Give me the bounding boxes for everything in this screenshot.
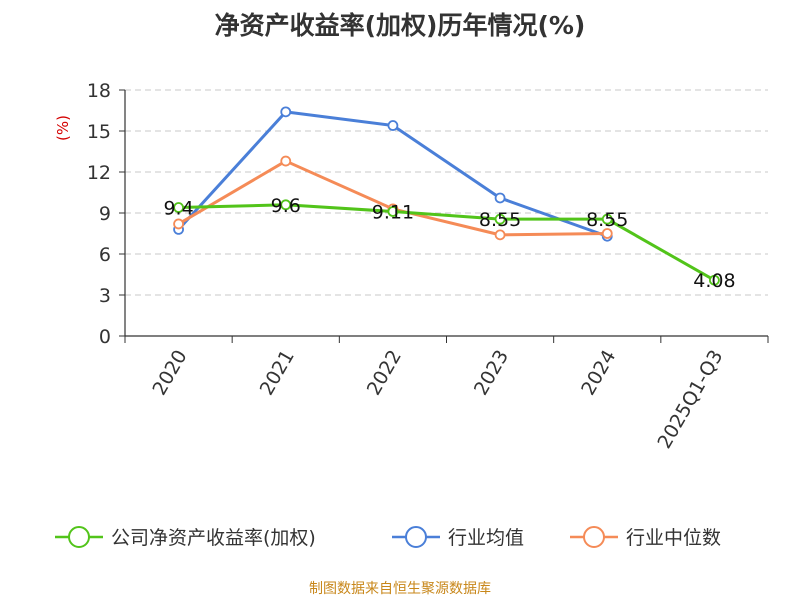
data-label: 9.4: [163, 198, 193, 220]
legend-label: 行业均值: [448, 527, 524, 549]
chart-title: 净资产收益率(加权)历年情况(%): [215, 11, 586, 40]
y-tick-label: 9: [99, 203, 111, 225]
data-label: 9.6: [271, 195, 301, 217]
data-label: 9.11: [372, 201, 414, 223]
y-tick-label: 3: [99, 285, 111, 307]
data-point: [601, 213, 613, 225]
grid-lines: [125, 89, 768, 296]
y-tick-label: 6: [99, 244, 111, 266]
x-tick-label: 2023: [470, 346, 513, 399]
legend[interactable]: 公司净资产收益率(加权) 行业均值 行业中位数: [55, 526, 721, 549]
x-tick-label: 2025Q1-Q3: [653, 346, 727, 452]
source-note: 制图数据来自恒生聚源数据库: [309, 581, 491, 597]
x-tick-label: 2024: [577, 346, 620, 399]
data-point: [280, 155, 292, 167]
data-label: 8.55: [479, 209, 521, 231]
legend-label: 公司净资产收益率(加权): [111, 527, 316, 549]
series-line: [178, 203, 716, 282]
series-0: [173, 199, 720, 286]
data-point: [601, 228, 613, 239]
legend-marker: [68, 526, 90, 548]
legend-marker: [405, 526, 427, 548]
legend-item-0[interactable]: 公司净资产收益率(加权): [55, 526, 316, 549]
y-tick-label: 15: [87, 121, 111, 143]
data-point: [709, 274, 720, 286]
data-point: [173, 202, 184, 213]
legend-item-1[interactable]: 行业均值: [392, 526, 524, 549]
y-tick-label: 0: [99, 326, 111, 348]
data-label: 4.08: [693, 270, 735, 292]
data-point: [387, 206, 399, 217]
legend-marker: [583, 526, 605, 548]
legend-item-2[interactable]: 行业中位数: [570, 526, 721, 549]
data-point: [280, 106, 292, 118]
series-group: [173, 106, 720, 286]
x-ticks: 2020 2021 2022 2023 2024 2025Q1-Q3: [124, 336, 769, 453]
y-ticks: 0 3 6 9 12 15 18: [87, 80, 125, 348]
series-2: [173, 155, 613, 241]
series-line: [177, 159, 608, 237]
y-axis-label: (%): [54, 115, 72, 141]
x-tick-label: 2022: [363, 346, 406, 399]
data-point: [387, 120, 399, 131]
x-tick-label: 2020: [148, 346, 191, 399]
data-labels: 9.4 9.6 9.11 8.55 8.55 4.08: [163, 195, 735, 292]
data-point: [494, 213, 506, 225]
data-label: 8.55: [586, 209, 628, 231]
data-point: [494, 229, 506, 241]
x-tick-label: 2021: [256, 346, 299, 399]
data-point: [494, 192, 506, 204]
data-point: [173, 218, 184, 230]
legend-label: 行业中位数: [626, 527, 721, 549]
y-tick-label: 12: [87, 162, 111, 184]
data-point: [280, 199, 292, 211]
y-tick-label: 18: [87, 80, 111, 102]
